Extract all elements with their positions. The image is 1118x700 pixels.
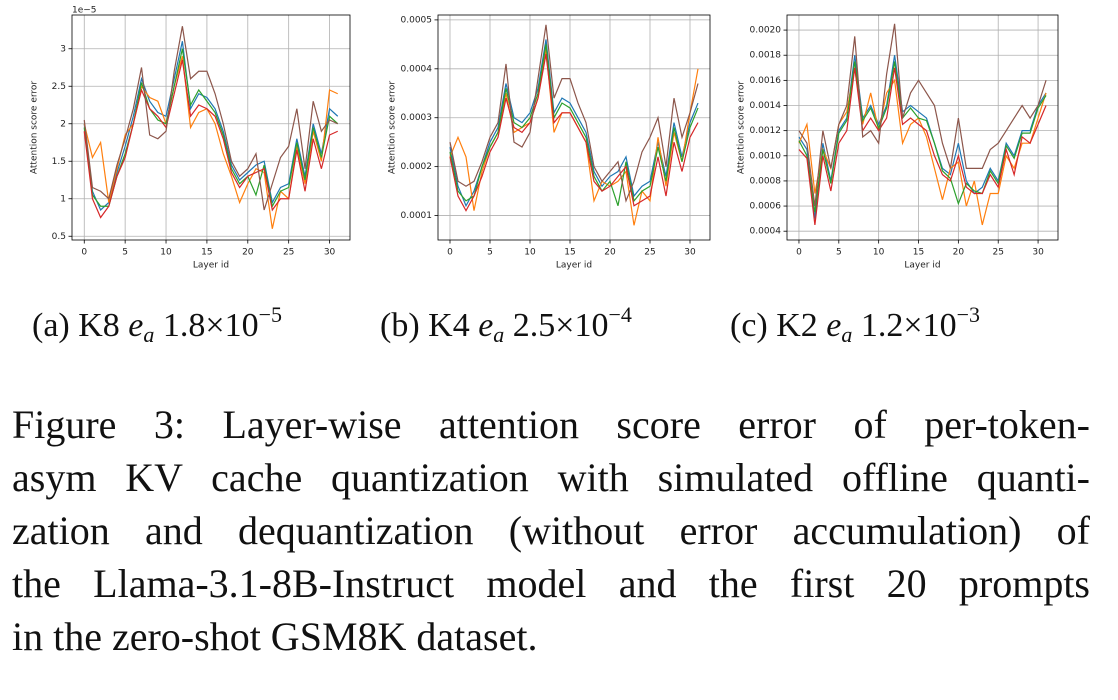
x-axis-label: Layer id (193, 261, 229, 271)
y-tick-label: 0.0012 (750, 126, 782, 136)
value: 2.5×10 (512, 307, 609, 344)
subcaption: (a) K8 ea 1.8×10−5 (32, 302, 282, 348)
series-line (83, 48, 339, 208)
y-tick-label: 0.0014 (750, 101, 782, 111)
x-tick-label: 5 (122, 248, 128, 258)
x-tick-label: 10 (160, 248, 172, 258)
x-tick-label: 25 (992, 248, 1003, 258)
series-line (798, 67, 1047, 225)
y-tick-label: 1.5 (52, 157, 66, 167)
subcaption: (c) K2 ea 1.2×10−3 (730, 302, 980, 348)
x-tick-label: 5 (487, 248, 493, 258)
x-tick-label: 0 (796, 248, 802, 258)
y-tick-label: 0.0004 (401, 64, 433, 74)
symbol: e (826, 307, 842, 344)
y-axis-label: Attention score error (737, 81, 747, 175)
y-tick-label: 2.5 (52, 82, 66, 92)
x-tick-label: 0 (447, 248, 453, 258)
x-tick-label: 20 (953, 248, 965, 258)
series-line (449, 24, 699, 203)
x-tick-label: 0 (81, 248, 87, 258)
subcaption: (b) K4 ea 2.5×10−4 (380, 302, 632, 348)
axes-frame (71, 14, 351, 241)
y-axis-label: Attention score error (388, 81, 398, 175)
subcaption-label: (a) K8 (32, 307, 120, 344)
y-tick-label: 0.0006 (750, 202, 782, 212)
exponent: −3 (956, 302, 980, 327)
caption-line: asym KV cache quantization with simulate… (12, 455, 1090, 500)
axes-frame (437, 14, 711, 241)
y-tick-label: 0.0002 (401, 162, 433, 172)
y-tick-label: 0.0005 (401, 15, 433, 25)
y-tick-label: 0.0010 (750, 151, 782, 161)
x-tick-label: 25 (283, 248, 294, 258)
caption-line: in the zero-shot GSM8K dataset. (12, 614, 538, 659)
caption-line: the Llama-3.1-8B-Instruct model and the … (12, 561, 1090, 606)
subscript: a (493, 322, 505, 347)
y-tick-label: 0.5 (52, 232, 66, 242)
value: 1.2×10 (860, 307, 957, 344)
series-line (449, 39, 699, 208)
subscript: a (841, 322, 853, 347)
axes-frame (786, 14, 1059, 241)
x-tick-label: 15 (201, 248, 212, 258)
y-tick-label: 0.0003 (401, 113, 433, 123)
series-line (798, 61, 1047, 213)
exponent: −5 (258, 302, 282, 327)
y-tick-label: 0.0020 (750, 26, 782, 36)
y-tick-label: 1 (60, 194, 66, 204)
y-axis-label: Attention score error (30, 81, 40, 175)
y-tick-label: 3 (60, 44, 66, 54)
x-axis-label: Layer id (904, 261, 940, 271)
x-tick-label: 30 (684, 248, 696, 258)
x-tick-label: 30 (324, 248, 336, 258)
subscript: a (143, 322, 155, 347)
value: 1.8×10 (162, 307, 259, 344)
x-tick-label: 25 (644, 248, 655, 258)
y-tick-label: 2 (60, 119, 66, 129)
x-tick-label: 20 (242, 248, 254, 258)
y-tick-label: 0.0001 (401, 211, 433, 221)
x-tick-label: 5 (836, 248, 842, 258)
x-tick-label: 15 (564, 248, 575, 258)
series-line (83, 41, 339, 212)
caption-line: Figure 3: Layer-wise attention score err… (12, 402, 1090, 447)
series-line (798, 23, 1047, 207)
caption-line: zation and dequantization (without error… (12, 508, 1090, 553)
y-tick-label: 0.0004 (750, 227, 782, 237)
subcaption-label: (b) K4 (380, 307, 470, 344)
series-line (83, 26, 338, 211)
series-line (83, 59, 338, 219)
x-tick-label: 10 (873, 248, 885, 258)
x-axis-label: Layer id (556, 261, 592, 271)
offset-label: 1e−5 (72, 6, 97, 16)
series-line (449, 44, 699, 206)
exponent: −4 (608, 302, 632, 327)
x-tick-label: 20 (604, 248, 616, 258)
y-tick-label: 0.0018 (750, 51, 782, 61)
x-tick-label: 30 (1032, 248, 1044, 258)
figure-caption: Figure 3: Layer-wise attention score err… (12, 398, 1090, 663)
y-tick-label: 0.0008 (750, 176, 782, 186)
x-tick-label: 10 (524, 248, 536, 258)
symbol: e (128, 307, 144, 344)
x-tick-label: 15 (913, 248, 924, 258)
symbol: e (478, 307, 494, 344)
subcaption-label: (c) K2 (730, 307, 818, 344)
series-line (449, 54, 699, 212)
y-tick-label: 0.0016 (750, 76, 782, 86)
